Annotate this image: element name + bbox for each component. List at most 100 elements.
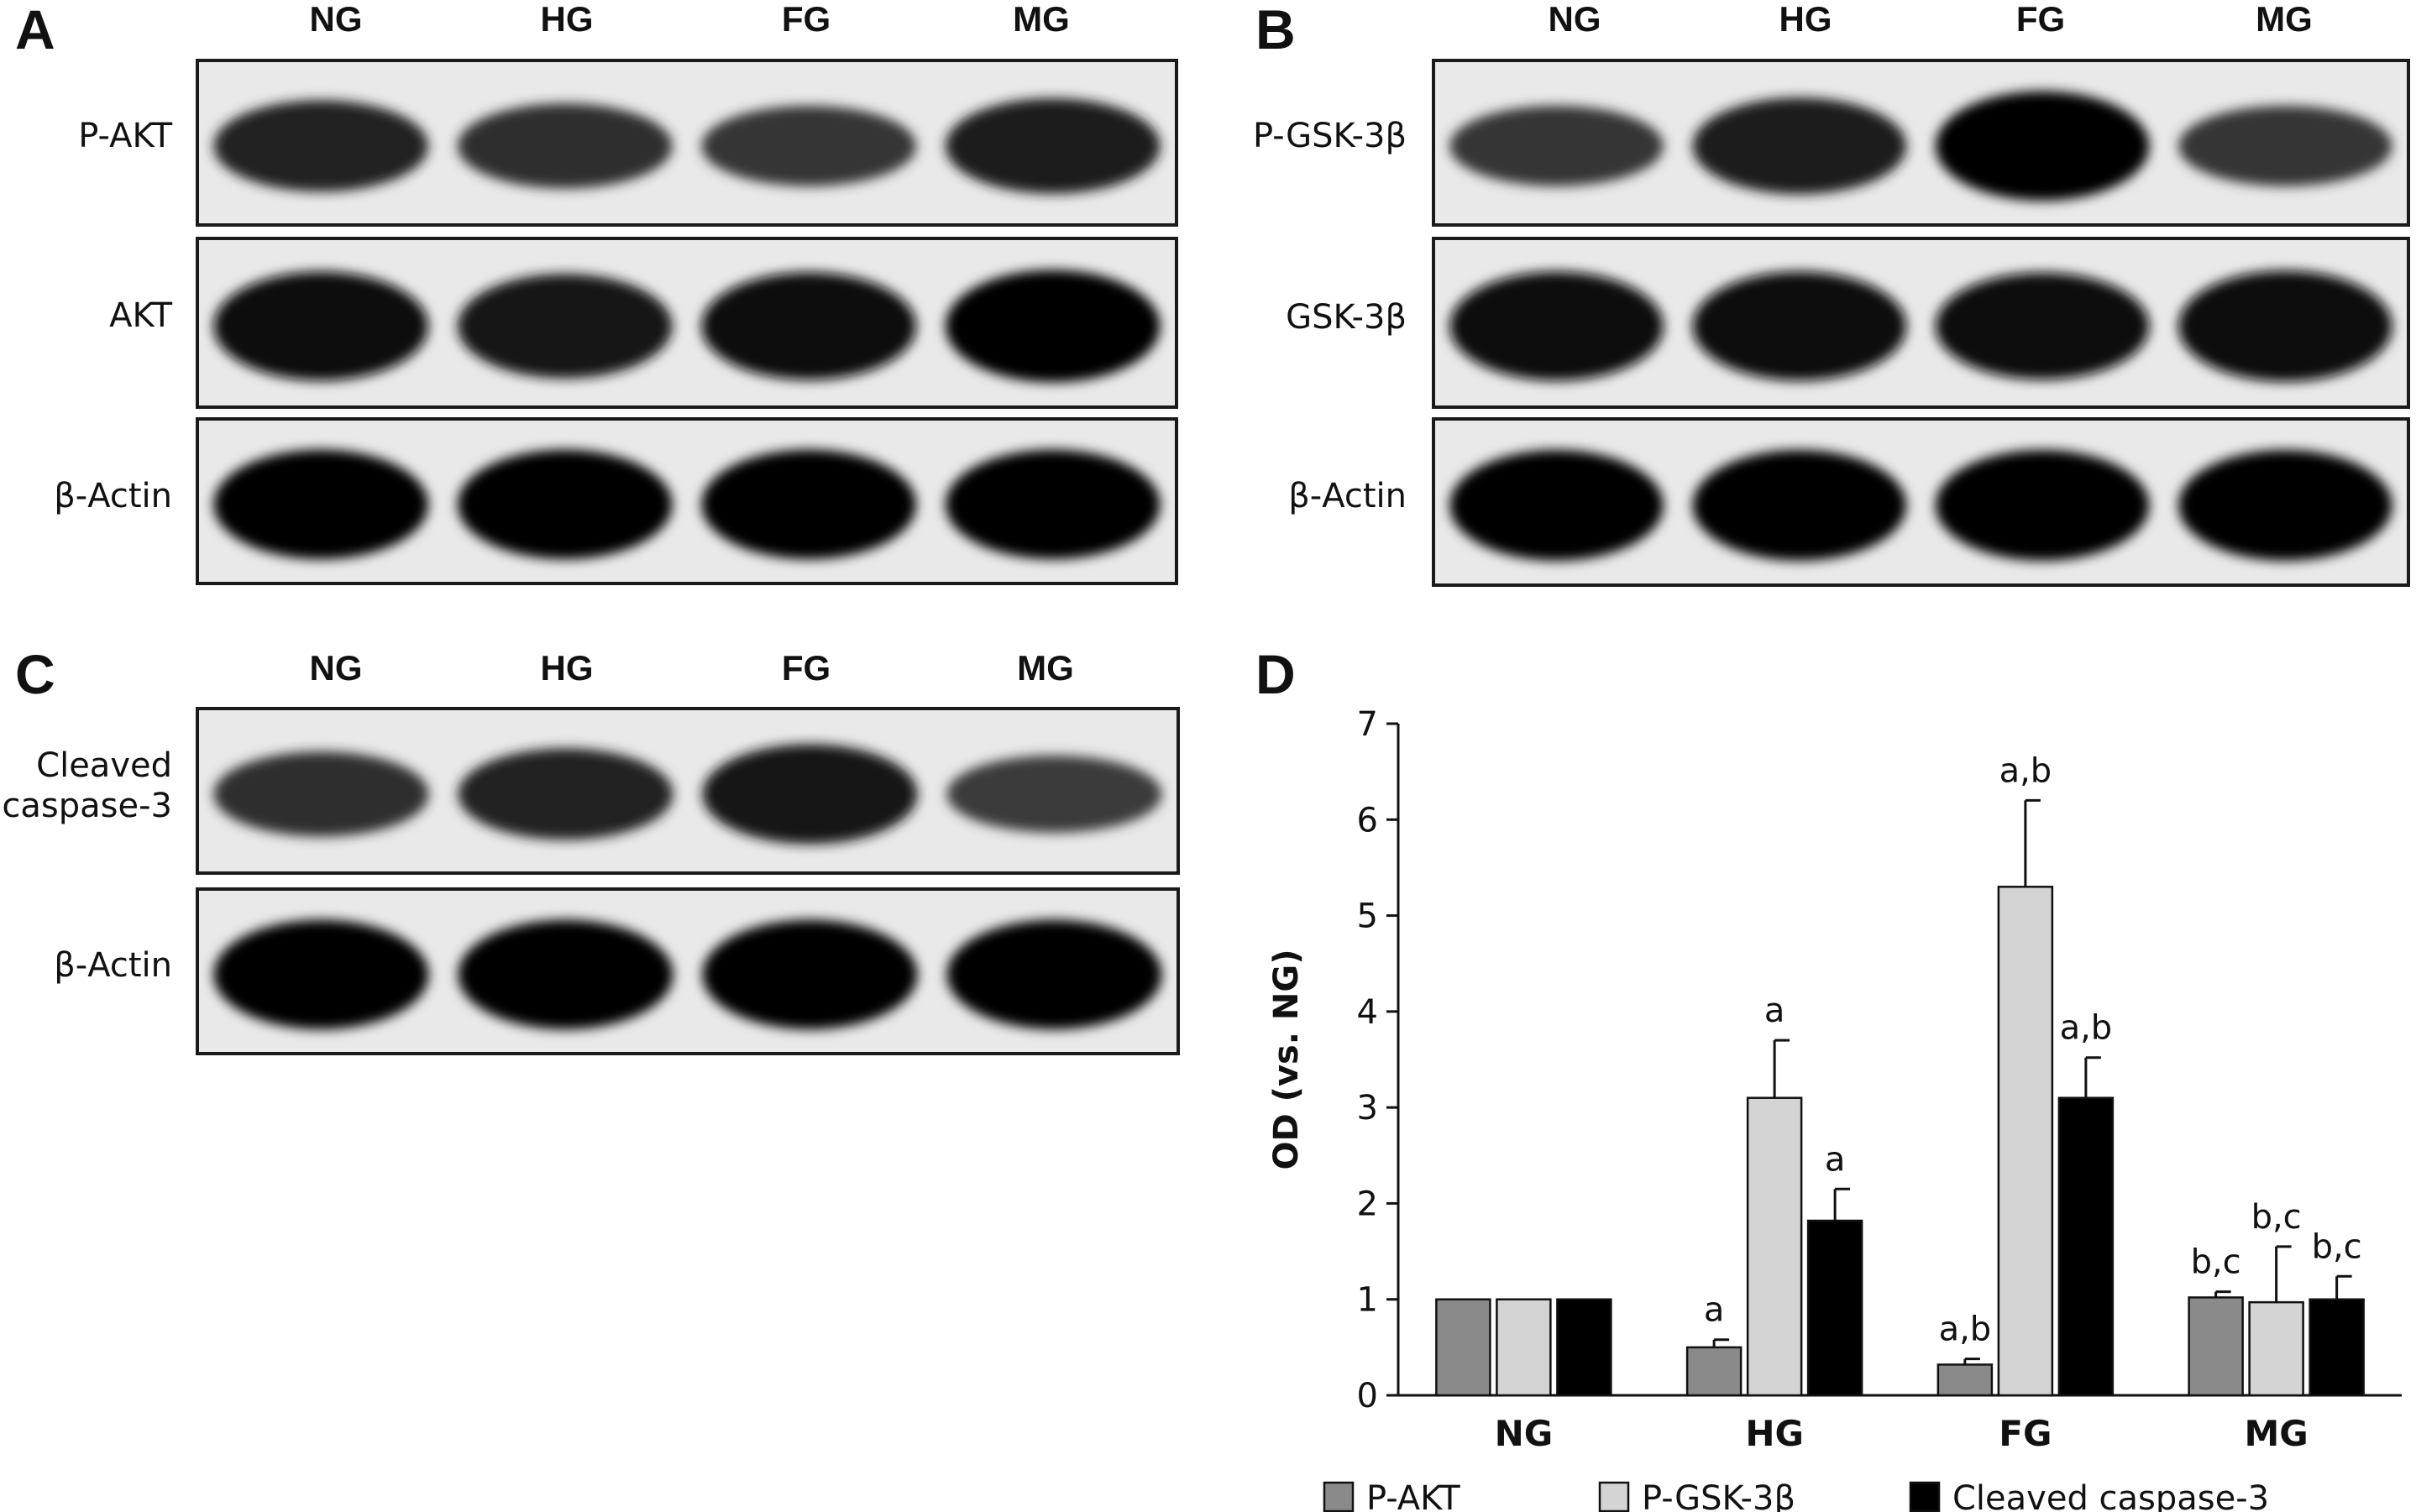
blot-band xyxy=(458,748,673,840)
panel-b-lane-hg: HG xyxy=(1779,0,1832,39)
bar xyxy=(1806,1219,1863,1397)
blot-band xyxy=(457,449,673,560)
panel-letter-d: D xyxy=(1255,643,1296,705)
blot-panel-a-row-1 xyxy=(196,237,1178,409)
x-tick-label: HG xyxy=(1745,1413,1804,1454)
legend-swatch xyxy=(1598,1481,1630,1512)
blot-panel-a-row-2 xyxy=(196,417,1178,585)
blot-band xyxy=(702,919,918,1030)
blot-band-canvas xyxy=(1449,449,2392,561)
blot-band-canvas xyxy=(213,919,1162,1030)
panel-letter-a: A xyxy=(15,0,55,60)
blot-band xyxy=(213,449,429,560)
y-tick-label: 5 xyxy=(1357,897,1378,936)
blot-band xyxy=(1935,91,2150,201)
bar xyxy=(2188,1296,2244,1397)
blot-band xyxy=(2178,449,2392,561)
significance-label: a xyxy=(1825,1140,1846,1179)
panel-c-lane-mg: MG xyxy=(1017,648,1074,688)
blot-panel-c-row-0 xyxy=(196,707,1180,875)
bar xyxy=(1997,886,2054,1397)
blot-band xyxy=(701,272,917,380)
significance-label: a,b xyxy=(2060,1009,2113,1048)
y-tick-label: 0 xyxy=(1357,1377,1378,1415)
y-tick-label: 7 xyxy=(1357,705,1378,744)
x-tick-label: MG xyxy=(2244,1413,2308,1454)
blot-panel-a-row-0 xyxy=(196,59,1178,227)
significance-label: a,b xyxy=(1939,1311,1992,1349)
panel-a-lane-hg: HG xyxy=(540,0,594,39)
y-axis-label: OD (vs. NG) xyxy=(1267,949,1306,1169)
panel-a-lane-ng: NG xyxy=(309,0,363,39)
significance-label: b,c xyxy=(2191,1243,2241,1282)
blot-panel-b-row-0 xyxy=(1432,59,2410,227)
panel-letter-c: C xyxy=(15,643,55,705)
blot-band-canvas xyxy=(213,269,1161,383)
panel-a-row-label-beta-actin: β-Actin xyxy=(54,477,172,515)
panel-c-row-label-line-2: caspase-3 xyxy=(2,787,172,825)
blot-band xyxy=(213,271,429,381)
blot-band-canvas xyxy=(213,449,1161,560)
blot-band xyxy=(701,105,917,186)
bar xyxy=(1936,1363,1994,1397)
panel-b-row-label-p-gsk: P-GSK-3β xyxy=(1253,117,1407,155)
blot-band-canvas xyxy=(213,98,1161,194)
legend-swatch xyxy=(1323,1481,1355,1512)
blot-band xyxy=(458,919,673,1030)
blot-panel-c-row-1 xyxy=(196,887,1180,1055)
blot-band xyxy=(1449,271,1664,381)
blot-band xyxy=(2178,270,2392,382)
blot-band xyxy=(1935,449,2150,561)
panel-b-row-label-beta-actin: β-Actin xyxy=(1288,477,1407,515)
panel-letter-b: B xyxy=(1255,0,1296,60)
blot-band xyxy=(945,269,1161,383)
bar xyxy=(2309,1298,2365,1397)
blot-band xyxy=(213,751,429,837)
y-tick-label: 6 xyxy=(1357,801,1378,840)
legend-swatch xyxy=(1909,1481,1941,1512)
blot-panel-b-row-1 xyxy=(1432,237,2410,409)
blot-band xyxy=(1449,449,1664,561)
blot-band xyxy=(1935,272,2150,380)
bar xyxy=(1746,1096,1803,1397)
panel-a-lane-fg: FG xyxy=(781,0,831,39)
bar xyxy=(1556,1298,1612,1397)
bar xyxy=(2248,1300,2304,1397)
blot-band xyxy=(702,744,918,845)
x-tick-label: NG xyxy=(1495,1413,1554,1454)
significance-label: a,b xyxy=(1999,751,2052,790)
blot-band-canvas xyxy=(213,744,1162,845)
blot-band xyxy=(457,103,673,189)
blot-band xyxy=(946,919,1162,1030)
significance-label: a xyxy=(1704,1291,1725,1330)
blot-band xyxy=(1692,449,1907,561)
blot-band xyxy=(2178,105,2392,186)
blot-band-canvas xyxy=(1449,270,2392,382)
panel-b-row-label-gsk: GSK-3β xyxy=(1286,298,1407,337)
panel-c-lane-fg: FG xyxy=(781,648,831,688)
bar xyxy=(1435,1298,1491,1397)
y-tick-label: 4 xyxy=(1357,993,1378,1032)
blot-band xyxy=(1692,271,1907,381)
panel-c-lane-ng: NG xyxy=(309,648,363,688)
panel-a-lane-mg: MG xyxy=(1013,0,1070,39)
legend-label: P-GSK-3β xyxy=(1642,1479,1795,1512)
panel-c-row-label-line-1: Cleaved xyxy=(36,746,172,785)
blot-band xyxy=(945,449,1161,560)
panel-c-row-label-beta-actin: β-Actin xyxy=(54,946,172,985)
blot-band-canvas xyxy=(1449,91,2392,201)
y-tick-label: 1 xyxy=(1357,1281,1378,1320)
blot-panel-b-row-2 xyxy=(1432,417,2410,587)
x-tick-label: FG xyxy=(1999,1413,2052,1454)
panel-b-lane-fg: FG xyxy=(2015,0,2066,39)
bar xyxy=(1496,1298,1552,1397)
bar xyxy=(2057,1096,2115,1397)
panel-a-row-label-akt: AKT xyxy=(109,296,172,335)
blot-band xyxy=(213,919,429,1030)
bar-chart-od: 0 1 2 3 4 5 6 7 OD (vs. NG) NG a a a HG a,b a,b a,b FG b,c… xyxy=(1267,705,2402,1512)
bar xyxy=(1685,1346,1743,1397)
y-tick-label: 2 xyxy=(1357,1185,1378,1223)
panel-b-lane-mg: MG xyxy=(2256,0,2313,39)
panel-c-lane-hg: HG xyxy=(540,648,594,688)
panel-a-row-label-p-akt: P-AKT xyxy=(78,117,172,155)
